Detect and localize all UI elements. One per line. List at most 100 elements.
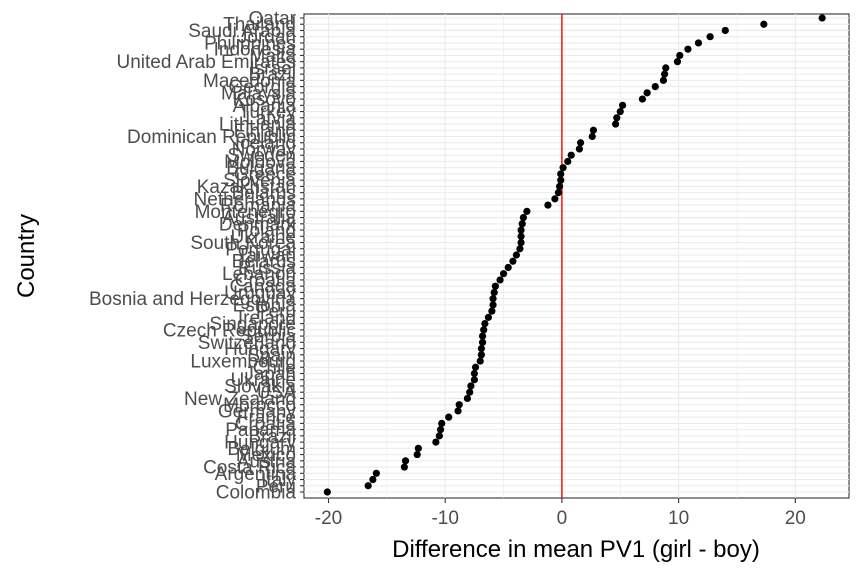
y-tick-label: Albania <box>233 96 297 117</box>
y-tick-label: Saudi Arabia <box>188 21 296 42</box>
y-tick-label: Ukraine <box>231 370 296 391</box>
y-tick-label: Belgium <box>227 439 296 460</box>
y-tick-label: Czech Republic <box>163 320 296 341</box>
y-tick-label: Taiwan <box>237 246 296 267</box>
y-tick-label: Thailand <box>223 15 296 36</box>
y-tick-label: Peru <box>256 302 296 323</box>
y-tick-label: Kosovo <box>233 90 296 111</box>
y-tick-label: Lebanon <box>222 264 296 285</box>
y-tick-label: Estonia <box>233 295 297 316</box>
data-point <box>414 444 422 452</box>
data-point <box>523 207 531 215</box>
data-point <box>517 232 525 240</box>
data-point <box>659 76 668 84</box>
x-tick-label: -10 <box>431 508 458 529</box>
y-tick-label: Hungary <box>224 339 296 360</box>
y-tick-label: Colombia <box>216 483 297 504</box>
y-tick-label: Georgia <box>228 77 296 98</box>
y-tick-label: Israel <box>250 58 296 79</box>
data-point <box>476 357 484 365</box>
data-point <box>818 14 826 22</box>
data-point <box>706 33 714 41</box>
y-tick-label: Switzerland <box>198 333 296 354</box>
y-tick-label: Latvia <box>245 108 296 129</box>
data-point <box>544 201 552 209</box>
data-point <box>721 26 729 35</box>
data-point <box>555 182 564 190</box>
y-tick-label: South Korea <box>190 233 296 254</box>
data-point <box>478 332 487 340</box>
data-point <box>435 432 443 440</box>
data-point <box>504 263 512 272</box>
y-tick-label: New Zealand <box>184 389 296 410</box>
data-point <box>471 363 480 371</box>
data-point <box>512 251 520 259</box>
y-tick-label: Moldova <box>224 152 296 173</box>
y-tick-label: Brazil <box>248 65 296 86</box>
y-tick-label: Bulgaria <box>226 158 296 179</box>
y-tick-label: Jordan <box>238 27 296 48</box>
data-point <box>463 394 471 403</box>
y-tick-label: Dominican Republic <box>127 127 296 148</box>
y-tick-label: Russia <box>238 258 297 279</box>
y-tick-label: Belarus <box>232 252 296 273</box>
y-tick-label: Italy <box>261 470 296 491</box>
data-point <box>496 276 504 284</box>
data-point <box>559 164 567 172</box>
data-point <box>760 20 768 28</box>
data-point <box>661 70 669 78</box>
y-tick-label: Singapore <box>209 314 296 335</box>
data-point <box>662 64 670 72</box>
data-point <box>477 351 485 359</box>
data-point <box>517 226 525 234</box>
data-point <box>491 282 499 290</box>
data-point <box>517 238 525 247</box>
y-tick-label: Norway <box>232 139 297 160</box>
data-point <box>480 326 488 334</box>
y-tick-label: Brazil <box>248 426 296 447</box>
y-tick-label: Luxembourg <box>190 352 296 373</box>
y-tick-label: Iceland <box>235 133 296 154</box>
data-point <box>616 107 624 116</box>
data-point <box>588 132 596 141</box>
y-tick-label: Hungary <box>224 433 296 454</box>
y-tick-label: Slovenia <box>223 171 296 192</box>
y-tick-label: Montenegro <box>195 202 296 223</box>
data-point <box>484 313 492 321</box>
y-tick-label: USA <box>257 383 296 404</box>
y-axis-title: Country <box>13 214 40 298</box>
y-tick-label: Kazakhstan <box>197 177 296 198</box>
data-point <box>454 407 462 415</box>
data-point <box>445 413 453 421</box>
data-point <box>618 101 627 109</box>
y-tick-label: Qatar <box>248 9 296 30</box>
y-tick-label: Serbia <box>241 327 296 348</box>
y-tick-label: Japan <box>244 364 296 385</box>
data-point <box>323 488 331 496</box>
data-points <box>323 14 826 496</box>
y-tick-label: Belarus <box>232 183 296 204</box>
y-tick-label: Argentina <box>215 464 297 485</box>
y-tick-label: Costa Rica <box>203 458 296 479</box>
y-tick-label: Macedonia <box>203 71 296 92</box>
y-tick-label: Croatia <box>235 270 297 291</box>
data-point <box>673 58 682 66</box>
y-tick-label: Germany <box>218 401 297 422</box>
data-point <box>557 170 565 178</box>
data-point <box>372 469 380 477</box>
y-tick-label: Greece <box>234 164 296 185</box>
data-point <box>518 220 526 228</box>
y-tick-label: Slovakia <box>224 376 296 397</box>
y-tick-label: Chile <box>253 358 296 379</box>
y-tick-label: Bosnia and Herzegovina <box>89 289 296 310</box>
data-point <box>554 189 563 197</box>
y-tick-label: Austria <box>237 451 297 472</box>
x-tick-label: 10 <box>668 508 689 529</box>
y-tick-label: Spain <box>247 345 296 366</box>
y-tick-label: Peru <box>256 476 296 497</box>
data-point <box>490 288 498 297</box>
x-tick-label: 0 <box>557 508 568 529</box>
data-point <box>455 401 463 409</box>
